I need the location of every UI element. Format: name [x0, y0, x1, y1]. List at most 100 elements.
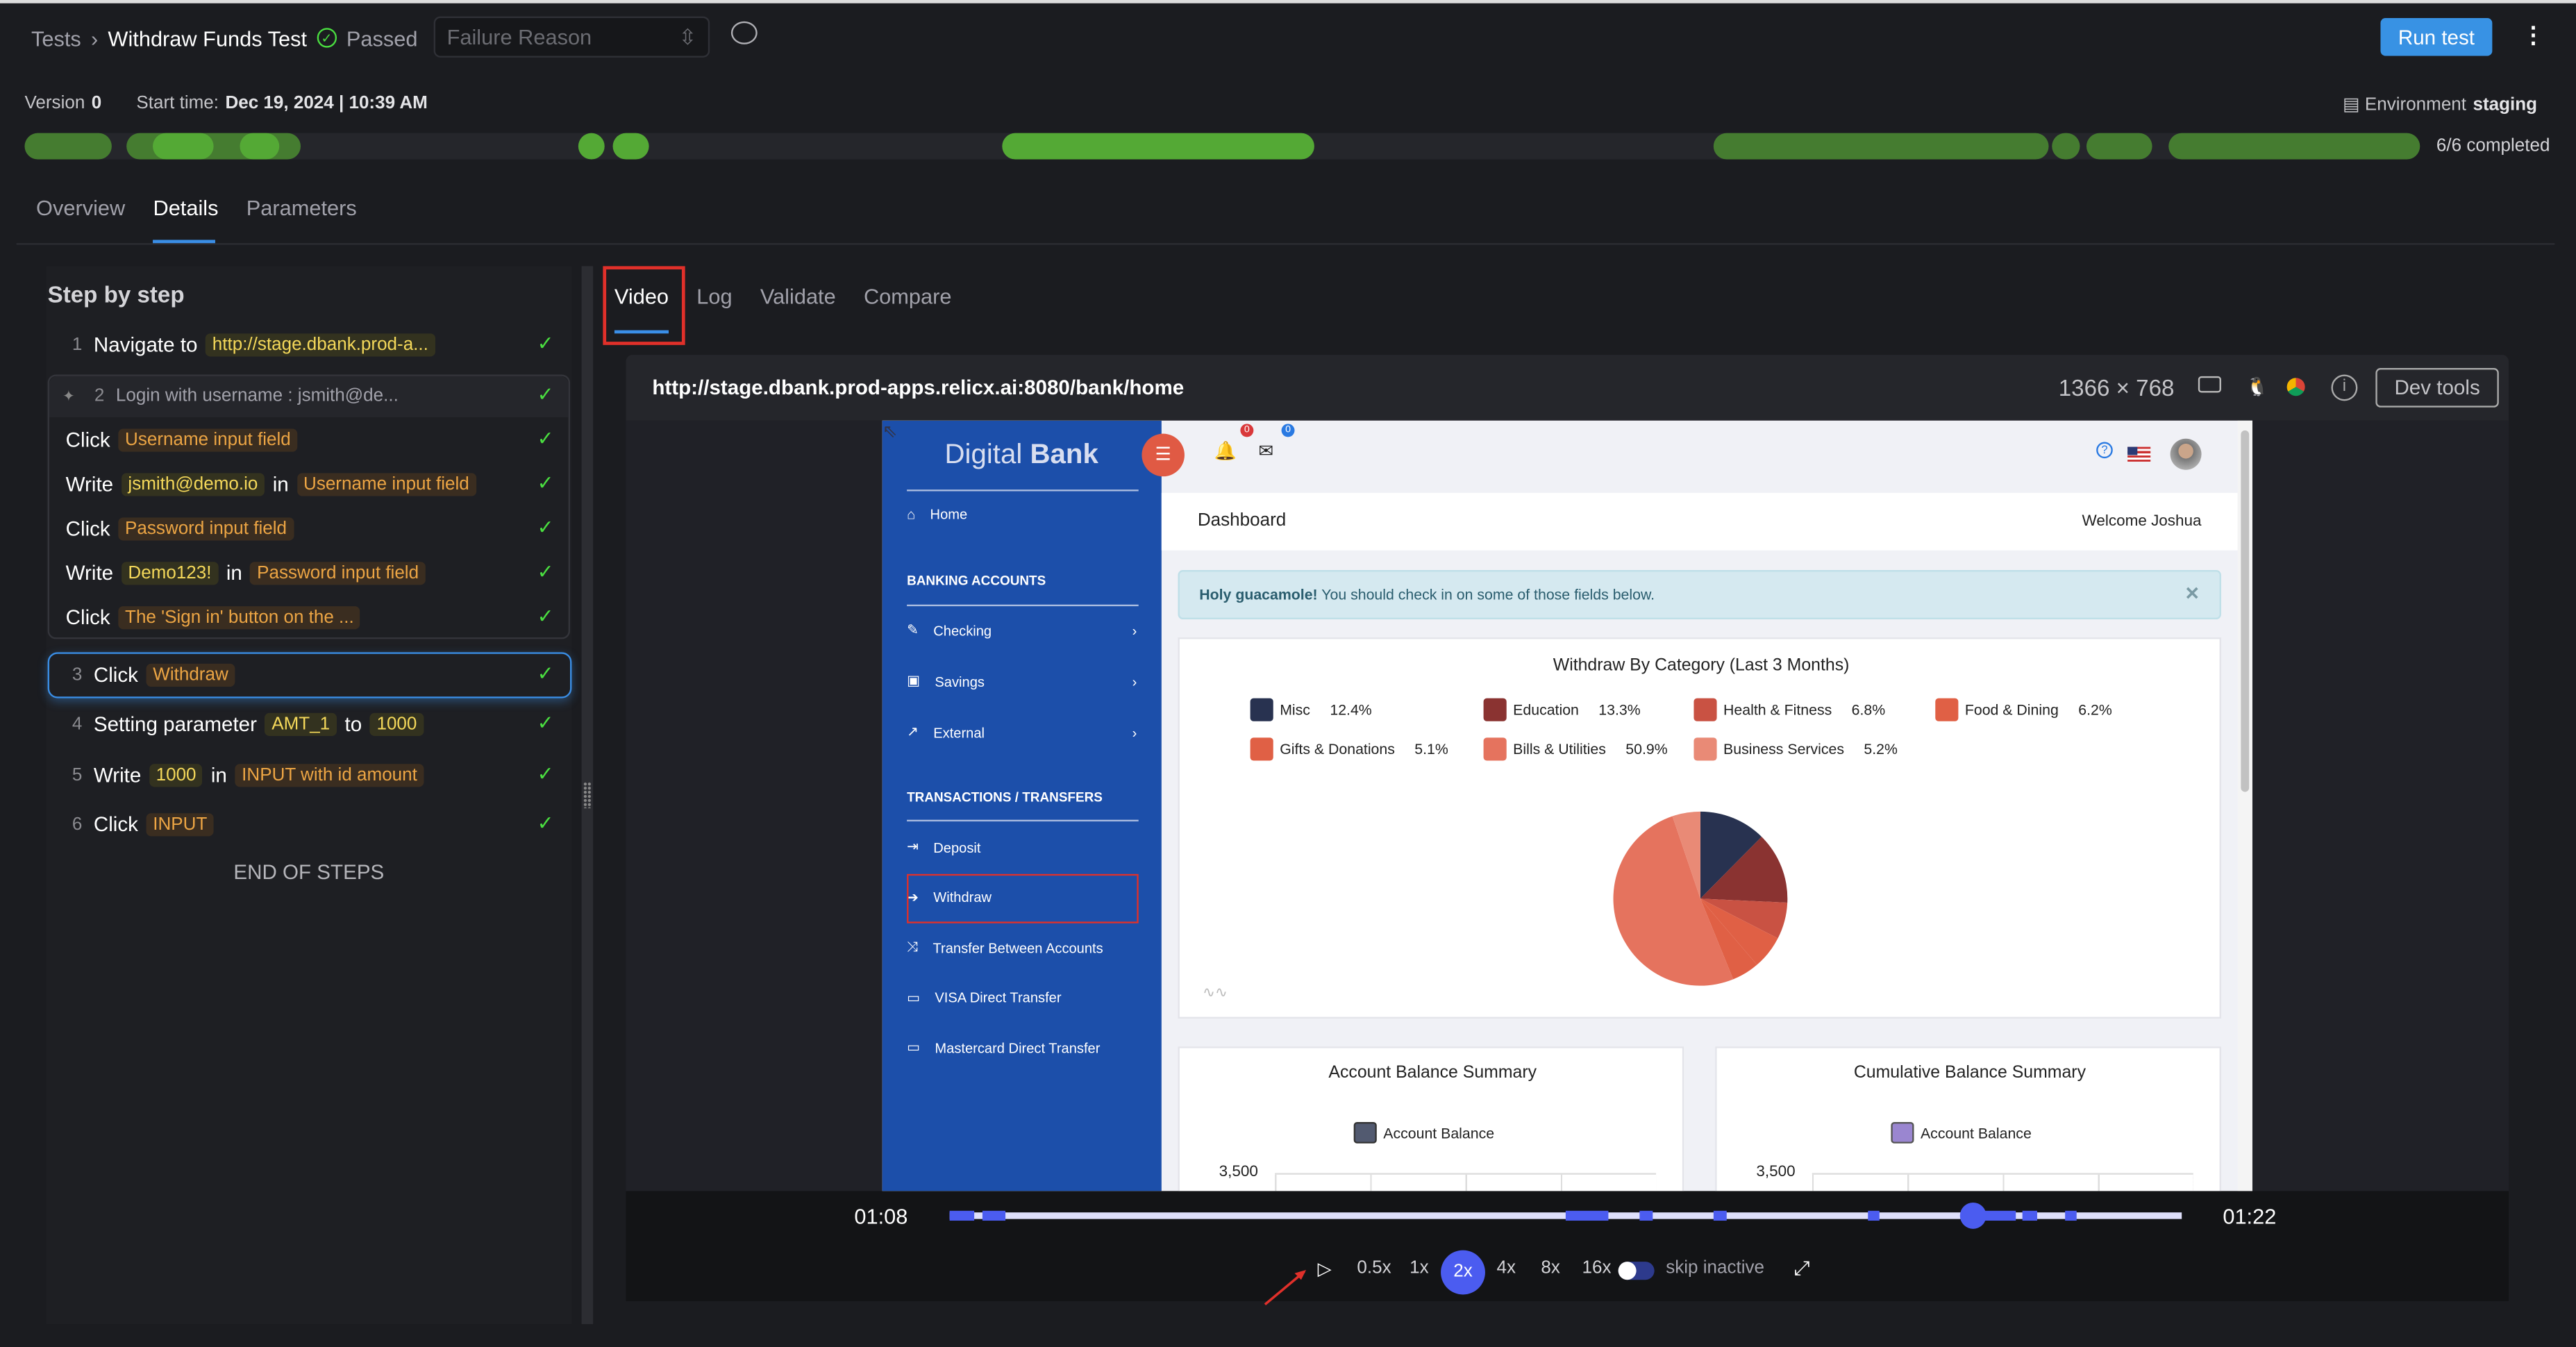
nav-mastercard-direct-transfer[interactable]: ▭ Mastercard Direct Transfer: [907, 1038, 1137, 1056]
nav-deposit[interactable]: ⇥ Deposit: [907, 838, 1137, 856]
pie-slice-misc[interactable]: [1700, 811, 1762, 899]
timeline-thumb[interactable]: [1959, 1202, 1986, 1229]
step-segment[interactable]: [153, 133, 214, 160]
tab-parameters[interactable]: Parameters: [246, 195, 357, 221]
step-row[interactable]: Click The 'Sign in' button on the ... ✓: [46, 596, 571, 639]
speed-0.5x[interactable]: 0.5x: [1357, 1258, 1391, 1278]
nav-withdraw[interactable]: ➔ Withdraw: [907, 888, 1137, 906]
legend-swatch: [1935, 698, 1959, 721]
legend-value: 13.3%: [1598, 701, 1641, 718]
tab-overview[interactable]: Overview: [36, 195, 126, 221]
step-segment[interactable]: [1002, 133, 1314, 160]
pie-slice-food-dining[interactable]: [1700, 898, 1778, 965]
breadcrumb-tests-link[interactable]: Tests: [31, 25, 81, 51]
speed-16x[interactable]: 16x: [1582, 1258, 1612, 1278]
failure-reason-select[interactable]: Failure Reason ⇳: [433, 16, 710, 58]
speed-8x[interactable]: 8x: [1541, 1258, 1560, 1278]
step-row[interactable]: 1 Navigate to http://stage.dbank.prod-a...…: [46, 324, 571, 367]
step-row[interactable]: Write Demo123! in Password input field ✓: [46, 552, 571, 595]
legend-swatch: [1353, 1122, 1377, 1144]
step-segment[interactable]: [612, 133, 649, 160]
step-row[interactable]: Click Password input field ✓: [46, 508, 571, 551]
legend-item[interactable]: Health & Fitness 6.8%: [1693, 698, 1885, 721]
legend-item[interactable]: Misc 12.4%: [1250, 698, 1372, 721]
legend-label: Gifts & Donations: [1280, 741, 1395, 758]
page-scrollbar[interactable]: [2237, 420, 2252, 1191]
video-tab-video[interactable]: Video: [614, 284, 669, 309]
step-segment[interactable]: [1713, 133, 2049, 160]
speed-2x[interactable]: 2x: [1441, 1250, 1485, 1295]
timeline-scrubber[interactable]: [949, 1202, 2182, 1229]
step-row[interactable]: Click Username input field ✓: [46, 419, 571, 462]
video-tab-log[interactable]: Log: [696, 284, 733, 309]
comment-icon[interactable]: [730, 21, 758, 44]
step-row[interactable]: Write jsmith@demo.io in Username input fiel…: [46, 463, 571, 506]
legend-value: 6.2%: [2078, 701, 2112, 718]
tab-details[interactable]: Details: [153, 195, 219, 221]
nav-transfer-between-accounts[interactable]: ⤨ Transfer Between Accounts: [907, 938, 1137, 956]
mail-icon[interactable]: ✉: [1258, 442, 1274, 462]
video-url-bar: [626, 355, 2509, 421]
pie-slice-gifts-donations[interactable]: [1700, 898, 1757, 980]
desktop-icon: [2198, 376, 2221, 393]
video-tab-validate[interactable]: Validate: [760, 284, 836, 309]
legend-label: Food & Dining: [1964, 701, 2059, 718]
nav-visa-direct-transfer[interactable]: ▭ VISA Direct Transfer: [907, 988, 1137, 1006]
pie-slice-business-services[interactable]: [1672, 811, 1700, 899]
legend-value: 5.2%: [1864, 741, 1898, 758]
step-text: Setting parameter: [93, 712, 257, 737]
info-icon[interactable]: i: [2331, 374, 2358, 401]
skip-inactive-toggle[interactable]: [1618, 1262, 1655, 1280]
step-row[interactable]: 5 Write 1000 in INPUT with id amount ✓: [46, 754, 571, 797]
legend-label: Misc: [1280, 701, 1310, 718]
fullscreen-icon[interactable]: ⤢: [1793, 1257, 1810, 1280]
legend-item[interactable]: Business Services 5.2%: [1693, 737, 1898, 761]
dev-tools-button[interactable]: Dev tools: [2375, 368, 2499, 408]
step-row[interactable]: 3 Click Withdraw ✓: [46, 654, 571, 697]
legend-item[interactable]: Food & Dining 6.2%: [1935, 698, 2112, 721]
step-row[interactable]: 4 Setting parameter AMT_1 to 1000 ✓: [46, 703, 571, 746]
nav-savings[interactable]: ▣ Savings ›: [907, 672, 1137, 690]
step-segment[interactable]: [578, 133, 605, 160]
chevron-right-icon: ›: [90, 25, 99, 51]
step-segment[interactable]: [2052, 133, 2080, 160]
bell-icon[interactable]: 🔔: [1214, 442, 1237, 462]
legend-swatch: [1891, 1122, 1914, 1144]
step-segment[interactable]: [2168, 133, 2420, 160]
step-row[interactable]: ✦ 2 Login with username : jsmith@de... ✓: [46, 374, 571, 417]
play-icon[interactable]: ▷: [1317, 1260, 1332, 1280]
activity-marker: [949, 1210, 975, 1221]
step-segment[interactable]: [2086, 133, 2152, 160]
more-options-icon[interactable]: ⋮: [2521, 21, 2545, 48]
check-circle-icon: ✓: [317, 28, 337, 48]
speed-4x[interactable]: 4x: [1496, 1258, 1516, 1278]
nav-external[interactable]: ↗ External ›: [907, 723, 1137, 741]
step-row[interactable]: 6 Click INPUT ✓: [46, 803, 571, 846]
legend-item[interactable]: Education 13.3%: [1483, 698, 1641, 721]
help-icon[interactable]: ?: [2096, 442, 2113, 459]
nav-checking[interactable]: ✎ Checking ›: [907, 621, 1137, 639]
step-segment[interactable]: [24, 133, 112, 160]
pie-slice-bills-utilities[interactable]: [1613, 816, 1734, 986]
step-segment[interactable]: [240, 133, 280, 160]
menu-toggle-icon[interactable]: ☰: [1141, 433, 1185, 477]
pie-slice-education[interactable]: [1700, 837, 1788, 903]
nav-home[interactable]: ⌂ Home: [907, 506, 1137, 523]
avatar[interactable]: [2170, 438, 2202, 470]
close-icon[interactable]: ✕: [2184, 585, 2200, 605]
video-tabs: Video Log Validate Compare: [614, 284, 952, 308]
step-text: Click: [93, 663, 138, 687]
grip-icon[interactable]: [583, 782, 592, 809]
run-test-button[interactable]: Run test: [2380, 18, 2493, 56]
player-controls: [626, 1191, 2509, 1301]
video-tab-compare[interactable]: Compare: [863, 284, 952, 309]
us-flag-icon[interactable]: [2127, 446, 2151, 462]
y-tick: 3,500: [1219, 1163, 1258, 1182]
step-group-header[interactable]: [49, 376, 569, 417]
pie-slice-health-fitness[interactable]: [1700, 898, 1788, 939]
banking-accounts-header: BANKING ACCOUNTS: [907, 573, 1046, 589]
speed-1x[interactable]: 1x: [1410, 1258, 1429, 1278]
legend-label: Bills & Utilities: [1513, 741, 1606, 758]
legend-item[interactable]: Gifts & Donations 5.1%: [1250, 737, 1448, 761]
legend-item[interactable]: Bills & Utilities 50.9%: [1483, 737, 1668, 761]
